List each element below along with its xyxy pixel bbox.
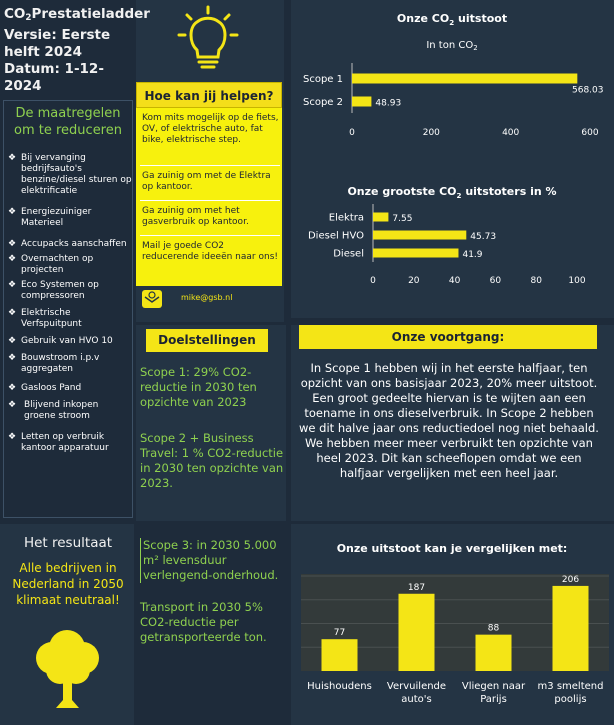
- divider: [140, 165, 280, 166]
- result-text: Alle bedrijven in Nederland in 2050 klim…: [12, 561, 124, 607]
- chart-title: Onze CO2 uitstoot: [397, 12, 507, 27]
- list-item: ❖ Overnachten op projecten: [8, 254, 94, 275]
- goal-transport: Transport in 2030 5% CO2-reductie per ge…: [140, 600, 267, 644]
- page-title: CO2Prestatieladder Versie: Eerste helft …: [4, 6, 150, 95]
- data-label: 48.93: [375, 99, 401, 109]
- version-label: Versie: Eerste helft 2024: [4, 27, 111, 61]
- list-item: ❖ Bij vervanging bedrijfsauto's benzine/d…: [8, 153, 132, 196]
- list-item: ❖ Letten op verbruik kantoor apparatuur: [8, 432, 109, 453]
- emissions-charts: Onze CO2 uitstoot In ton CO2 Scope 1 568.03…: [303, 12, 604, 286]
- list-item: ❖ Gasloos Pand: [8, 383, 82, 393]
- category-label-line2: poolijs: [554, 694, 586, 705]
- bar: [352, 96, 372, 107]
- envelope-icon: [142, 290, 162, 308]
- tick-label: 80: [530, 276, 542, 286]
- chart-title: Onze grootste CO2 uitstoters in %: [347, 185, 556, 200]
- mail-row: mike@gsb.nl: [136, 286, 282, 312]
- bar: [321, 639, 358, 671]
- category-label: Diesel HVO: [308, 231, 364, 242]
- tree-icon: [36, 630, 99, 708]
- measures-heading: De maatregelen om te reduceren: [14, 106, 122, 138]
- category-label: m3 smeltend: [538, 681, 604, 692]
- bar: [475, 634, 512, 671]
- category-label: Huishoudens: [307, 681, 372, 692]
- goals-heading: Doelstellingen: [146, 329, 268, 352]
- category-label: Vervuilende: [387, 681, 446, 692]
- tick-label: 200: [423, 128, 440, 138]
- title-line-1: CO2Prestatieladder: [4, 6, 150, 24]
- emissions-panel-bg: [291, 0, 614, 318]
- category-label: Diesel: [333, 249, 364, 260]
- bar: [373, 248, 459, 258]
- data-label: 187: [408, 583, 425, 593]
- list-item: ❖ Eco Systemen op compressoren: [8, 280, 99, 301]
- tick-label: 0: [370, 276, 376, 286]
- email-link[interactable]: mike@gsb.nl: [181, 293, 233, 302]
- divider: [140, 200, 280, 201]
- data-label: 568.03: [572, 86, 604, 96]
- data-label: 41.9: [462, 250, 482, 260]
- help-tip-1: Kom mits mogelijk op de fiets, OV, of el…: [142, 113, 279, 145]
- tick-label: 20: [408, 276, 420, 286]
- data-label: 88: [488, 624, 500, 634]
- goal-scope1: Scope 1: 29% CO2-reductie in 2030 ten op…: [140, 365, 257, 409]
- tick-label: 400: [502, 128, 519, 138]
- data-label: 77: [334, 628, 345, 638]
- goal-scope2: Scope 2 + Business Travel: 1 % CO2-reduc…: [140, 431, 284, 490]
- progress-heading: Onze voortgang:: [299, 325, 597, 349]
- goal-scope3: Scope 3: in 2030 5.000 m² levensduur ver…: [140, 538, 285, 583]
- help-tip-4: Mail je goede CO2 reducerende ideeën naa…: [142, 241, 278, 262]
- bar: [398, 593, 435, 671]
- measures-box: De maatregelen om te reduceren ❖ Bij verv…: [3, 100, 133, 518]
- comparison-chart: Onze uitstoot kan je vergelijken met: 77 H…: [301, 542, 609, 705]
- tick-label: 100: [568, 276, 585, 286]
- bar: [373, 230, 467, 240]
- tick-label: 40: [449, 276, 461, 286]
- chart-title: Onze uitstoot kan je vergelijken met:: [337, 542, 568, 555]
- progress-text: In Scope 1 hebben wij in het eerste half…: [299, 361, 599, 480]
- list-item: ❖ Bouwstroom i.p.v aggregaten: [8, 353, 100, 374]
- goals-panel-bg: [136, 325, 286, 521]
- list-item: ❖ Blijvend inkopen groene stroom: [8, 400, 99, 421]
- help-card: Hoe kan jij helpen? Kom mits mogelijk op…: [136, 82, 282, 312]
- tick-label: 600: [581, 128, 598, 138]
- category-label: Scope 2: [303, 97, 343, 108]
- measures-list: ❖ Bij vervanging bedrijfsauto's benzine/d…: [8, 153, 132, 464]
- divider: [140, 235, 280, 236]
- bar: [352, 73, 578, 84]
- category-label: Elektra: [329, 213, 364, 224]
- list-item: ❖ Elektrische Verfspuitpunt: [8, 308, 82, 329]
- data-label: 206: [562, 575, 579, 585]
- help-heading: Hoe kan jij helpen?: [136, 82, 282, 108]
- list-item: ❖ Accupacks aanschaffen: [8, 239, 127, 249]
- help-tip-3: Ga zuinig om met het gasverbruik op kant…: [142, 206, 249, 227]
- category-label-line2: auto's: [401, 694, 431, 705]
- progress-panel-bg: [291, 325, 614, 521]
- category-label-line2: Parijs: [480, 694, 507, 705]
- date-label: Datum: 1-12-2024: [4, 61, 104, 95]
- tick-label: 0: [349, 128, 355, 138]
- category-label: Vliegen naar: [462, 681, 526, 692]
- list-item: ❖ Gebruik van HVO 10: [8, 336, 113, 346]
- help-tip-2: Ga zuinig om met de Elektra op kantoor.: [142, 171, 271, 192]
- category-label: Scope 1: [303, 74, 343, 85]
- bar: [552, 585, 589, 671]
- result-heading: Het resultaat: [23, 535, 113, 551]
- data-label: 7.55: [392, 214, 412, 224]
- data-label: 45.73: [470, 232, 496, 242]
- chart-subtitle: In ton CO2: [426, 40, 477, 52]
- lightbulb-icon: [177, 5, 239, 69]
- bar: [373, 212, 389, 222]
- list-item: ❖ Energiezuiniger Materieel: [8, 207, 92, 228]
- tick-label: 60: [490, 276, 502, 286]
- goals-lower-bg: [136, 524, 286, 725]
